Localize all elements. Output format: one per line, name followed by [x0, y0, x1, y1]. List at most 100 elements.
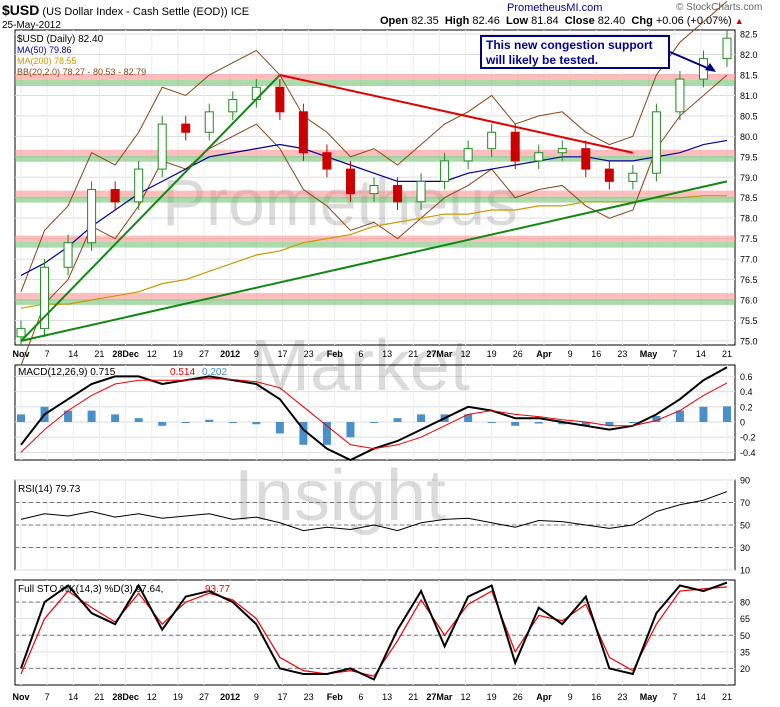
y-tick-label: 65: [740, 614, 750, 624]
low-value: 81.84: [531, 15, 559, 27]
annotation-arrowhead: [705, 63, 716, 72]
header-row-1: $USD (US Dollar Index - Cash Settle (EOD…: [2, 2, 249, 18]
ohlc-summary: Open 82.35 High 82.46 Low 81.84 Close 82…: [380, 15, 744, 27]
y-tick-label: 79.0: [740, 173, 758, 183]
high-value: 82.46: [472, 15, 500, 27]
x-tick-label: 2012: [220, 692, 240, 702]
x-tick-label: 27: [199, 692, 209, 702]
chg-value: +0.06 (+0.07%): [655, 15, 732, 27]
x-tick-label: 21: [94, 349, 104, 359]
x-tick-label: 9: [568, 349, 573, 359]
macd-hist-bar: [275, 422, 284, 434]
x-tick-label: 12: [461, 692, 471, 702]
y-tick-label: 35: [740, 647, 750, 657]
watermark-text: Insight: [234, 456, 446, 536]
y-tick-label: 0: [740, 418, 745, 428]
candle-body: [298, 111, 308, 154]
candle-body: [722, 37, 732, 60]
open-value: 82.35: [411, 15, 439, 27]
x-tick-label: 27Mar: [426, 692, 453, 702]
support-band: [15, 241, 735, 248]
x-tick-label: 12: [461, 349, 471, 359]
y-tick-label: 82.5: [740, 30, 758, 40]
y-tick-label: 80.0: [740, 132, 758, 142]
y-tick-label: 0.4: [740, 387, 753, 397]
macd-hist-bar: [393, 418, 402, 422]
support-band: [15, 298, 735, 305]
y-tick-label: 0.2: [740, 402, 753, 412]
sto-legend: Full STO %K(14,3) %D(3) 97.64,: [18, 584, 163, 595]
candle-body: [581, 148, 591, 170]
x-tick-label: 6: [358, 349, 363, 359]
support-band: [15, 80, 735, 87]
macd-hist-bar: [17, 414, 25, 422]
y-tick-label: 0.6: [740, 372, 753, 382]
macd-legend: MACD(12,26,9) 0.715: [18, 367, 116, 378]
candle-body: [534, 152, 544, 162]
x-tick-label: 14: [68, 692, 78, 702]
y-tick-label: 76.5: [740, 275, 758, 285]
close-label: Close: [564, 15, 595, 27]
y-tick-label: 77.5: [740, 234, 758, 244]
macd-hist-bar: [511, 422, 520, 426]
candle-body: [134, 168, 144, 203]
candle-body: [487, 131, 497, 150]
macd-hist-bar: [370, 422, 378, 423]
candle-body: [275, 86, 285, 113]
candle-body: [16, 328, 26, 338]
annotation-line-2: will likely be tested.: [486, 53, 599, 67]
site-label[interactable]: PrometheusMI.com: [507, 2, 603, 14]
x-tick-label: 7: [45, 349, 50, 359]
x-tick-label: 21: [722, 349, 732, 359]
candle-body: [369, 184, 379, 195]
macd-hist-bar: [346, 422, 355, 438]
y-tick-label: 78.0: [740, 214, 758, 224]
x-tick-label: 19: [487, 692, 497, 702]
y-tick-label: 79.5: [740, 152, 758, 162]
panel-frame: [14, 579, 736, 686]
macd-hist-bar: [205, 419, 214, 422]
y-tick-label: -0.2: [740, 433, 756, 443]
y-tick-label: 80.5: [740, 111, 758, 121]
source-label[interactable]: © StockCharts.com: [676, 2, 763, 13]
legend-ma200: MA(200) 78.55: [17, 56, 77, 66]
x-tick-label: 6: [358, 692, 363, 702]
macd-hist-bar: [299, 422, 308, 445]
trendline: [20, 74, 281, 342]
signal-line: [20, 378, 728, 453]
candle-body: [204, 111, 214, 133]
sto-d-line: [20, 586, 728, 677]
resistance-band: [15, 235, 735, 242]
y-tick-label: 70: [740, 498, 750, 508]
annotation-line-1: This new congestion support: [486, 38, 653, 52]
x-tick-label: 12: [147, 349, 157, 359]
x-tick-label: 26: [513, 349, 523, 359]
annotation-arrow: [669, 51, 713, 71]
x-tick-label: 21: [94, 692, 104, 702]
macd-hist-bar: [628, 422, 637, 423]
macd-signal-value: 0.514: [170, 367, 195, 378]
legend-ma50: MA(50) 79.86: [17, 45, 72, 55]
macd-hist-bar: [464, 414, 473, 422]
x-tick-label: 14: [696, 349, 706, 359]
symbol-description: (US Dollar Index - Cash Settle (EOD)): [42, 6, 228, 18]
macd-hist-bar: [322, 422, 331, 445]
x-tick-label: 21: [408, 692, 418, 702]
macd-hist-bar: [111, 414, 120, 422]
x-tick-label: 21: [408, 349, 418, 359]
x-tick-label: 27Mar: [426, 349, 453, 359]
y-tick-label: 30: [740, 543, 750, 553]
x-tick-label: 23: [617, 692, 627, 702]
close-value: 82.40: [597, 15, 626, 27]
x-tick-label: 7: [672, 692, 677, 702]
y-tick-label: 50: [740, 631, 750, 641]
y-tick-label: 75.0: [740, 336, 758, 346]
x-tick-label: 16: [591, 349, 601, 359]
candle-body: [87, 189, 97, 244]
candle-body: [322, 152, 332, 170]
candle-body: [181, 123, 191, 133]
symbol: $USD: [2, 2, 40, 18]
candle-body: [228, 99, 238, 113]
